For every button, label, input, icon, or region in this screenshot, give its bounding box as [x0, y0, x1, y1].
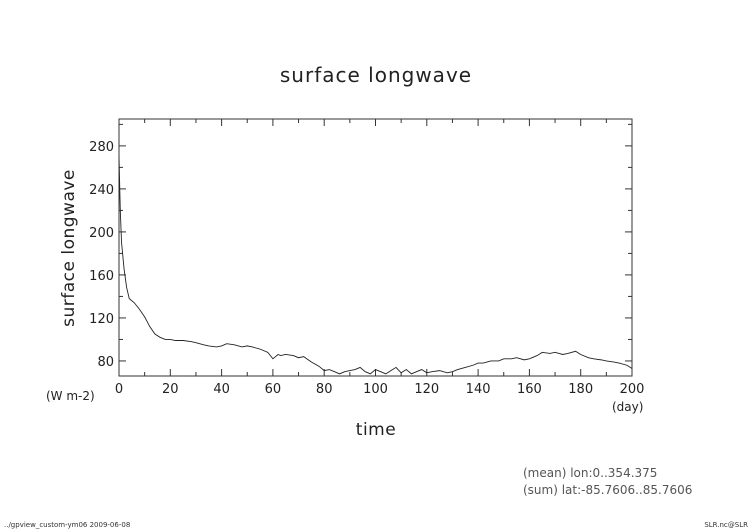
y-tick-label: 80 — [97, 355, 114, 370]
x-tick-label: 160 — [517, 382, 542, 397]
y-tick-label: 120 — [89, 312, 114, 327]
x-unit-label: (day) — [612, 400, 643, 414]
mean-annotation: (mean) lon:0..354.375 — [523, 466, 657, 480]
footer-left: ../gpview_custom-ym06 2009-06-08 — [4, 521, 130, 529]
y-tick-label: 200 — [89, 226, 114, 241]
y-unit-label: (W m-2) — [46, 389, 95, 403]
x-tick-label: 40 — [213, 382, 230, 397]
y-tick-label: 280 — [89, 140, 114, 155]
y-tick-label: 160 — [89, 269, 114, 284]
chart-title: surface longwave — [280, 63, 472, 87]
x-tick-label: 120 — [414, 382, 439, 397]
x-axis: 0 20 40 60 80 100 120 140 160 180 200 — [115, 119, 645, 397]
series-line — [119, 156, 632, 375]
plot-frame — [118, 118, 633, 377]
y-axis-label: surface longwave — [59, 169, 79, 327]
x-tick-label: 0 — [115, 382, 123, 397]
y-tick-label: 240 — [89, 183, 114, 198]
footer-right: SLR.nc@SLR — [704, 521, 748, 529]
x-axis-label: time — [356, 420, 396, 440]
x-tick-label: 140 — [466, 382, 491, 397]
y-axis: 80 120 160 200 240 280 — [89, 123, 632, 370]
x-tick-label: 180 — [568, 382, 593, 397]
x-tick-label: 80 — [316, 382, 333, 397]
sum-annotation: (sum) lat:-85.7606..85.7606 — [523, 483, 692, 497]
x-tick-label: 20 — [162, 382, 179, 397]
x-tick-label: 100 — [363, 382, 388, 397]
x-tick-label: 200 — [620, 382, 645, 397]
x-tick-label: 60 — [265, 382, 282, 397]
